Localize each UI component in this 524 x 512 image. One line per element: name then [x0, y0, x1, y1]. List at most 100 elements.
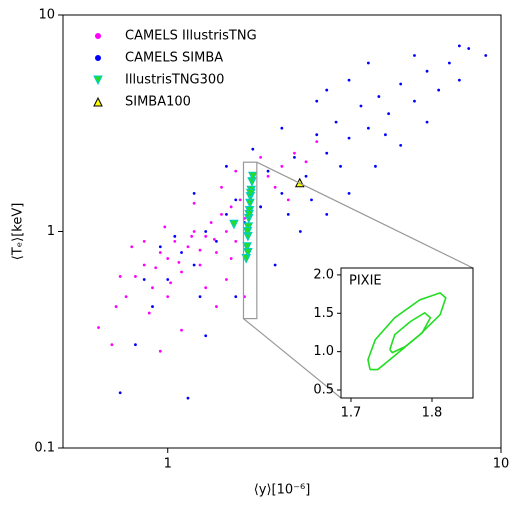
data-point — [130, 245, 134, 249]
data-point — [158, 349, 162, 353]
data-point — [366, 61, 370, 65]
zoom-connector — [256, 161, 474, 269]
data-point — [220, 212, 223, 216]
data-point — [374, 164, 377, 168]
data-point — [304, 174, 308, 178]
data-point — [315, 99, 319, 103]
data-point — [215, 240, 218, 243]
x-tick-label: 1 — [164, 457, 172, 472]
data-point — [280, 191, 284, 195]
data-point — [229, 205, 233, 209]
data-point — [192, 201, 196, 205]
data-point — [234, 240, 238, 243]
data-point — [315, 140, 319, 144]
data-point — [192, 230, 196, 233]
data-point — [209, 221, 213, 224]
inset-y-tick-label: 0.5 — [313, 383, 334, 398]
data-point — [118, 275, 122, 278]
inset-y-tick-label: 1.5 — [313, 306, 334, 321]
data-point — [114, 305, 118, 308]
x-axis-label: ⟨y⟩[10⁻⁶] — [254, 483, 311, 498]
data-point — [190, 234, 194, 238]
data-point — [413, 54, 416, 57]
data-point — [387, 112, 391, 116]
legend-label: CAMELS IllustrisTNG — [125, 29, 257, 44]
data-point — [245, 188, 256, 199]
data-point — [304, 160, 308, 164]
data-point — [110, 343, 114, 347]
data-point — [347, 78, 351, 82]
data-point — [142, 278, 146, 281]
data-point — [447, 61, 451, 65]
data-point — [242, 242, 252, 252]
legend-marker — [93, 96, 103, 107]
data-point — [173, 240, 177, 243]
data-point — [198, 248, 202, 252]
data-point — [347, 136, 351, 140]
data-point — [286, 198, 290, 202]
data-point — [399, 143, 403, 147]
y-axis-label: ⟨Tₑ⟩[keV] — [11, 203, 26, 261]
inset-x-tick-label: 1.8 — [422, 406, 443, 421]
data-point — [273, 263, 277, 267]
data-point — [366, 126, 370, 130]
data-point — [192, 191, 196, 195]
legend-marker — [95, 55, 101, 61]
data-point — [457, 44, 461, 48]
data-point — [147, 311, 151, 315]
data-point — [238, 198, 242, 202]
data-point — [437, 88, 441, 92]
data-point — [204, 234, 208, 238]
data-point — [180, 251, 183, 254]
data-point — [234, 169, 238, 173]
data-point — [259, 155, 263, 159]
data-point — [186, 245, 190, 249]
data-point — [229, 219, 239, 230]
data-point — [244, 209, 254, 220]
data-point — [158, 251, 162, 254]
inset-title: PIXIE — [349, 274, 382, 289]
zoom-connector — [243, 318, 342, 399]
data-point — [163, 225, 167, 229]
data-point — [339, 164, 342, 168]
data-point — [484, 54, 488, 57]
data-point — [359, 104, 363, 108]
data-point — [293, 151, 296, 155]
data-point — [243, 247, 253, 258]
data-point — [234, 295, 238, 299]
data-point — [229, 257, 233, 260]
inset-y-tick-label: 2.0 — [313, 267, 334, 282]
data-point — [251, 147, 255, 151]
data-point — [225, 164, 228, 168]
zoom-box — [242, 161, 258, 320]
data-point — [425, 120, 429, 124]
data-point — [166, 295, 170, 299]
data-point — [198, 263, 202, 267]
contour — [389, 311, 432, 354]
data-point — [467, 47, 471, 50]
data-point — [286, 212, 290, 216]
data-point — [166, 278, 170, 281]
data-point — [173, 234, 177, 238]
data-point — [225, 230, 228, 233]
data-point — [413, 99, 416, 103]
data-point — [215, 305, 218, 308]
data-point — [97, 326, 100, 329]
data-point — [247, 171, 258, 182]
y-tick-label: 0.1 — [34, 441, 55, 456]
y-tick-label: 10 — [38, 8, 55, 23]
data-point — [334, 120, 338, 124]
data-point — [384, 133, 387, 137]
data-point — [377, 95, 381, 98]
data-point — [180, 270, 183, 274]
data-point — [325, 212, 329, 216]
plot-frame — [62, 14, 502, 449]
data-point — [169, 281, 172, 285]
data-point — [310, 198, 313, 202]
inset-y-tick-label: 1.0 — [313, 344, 334, 359]
data-point — [293, 155, 296, 159]
data-point — [220, 185, 223, 189]
data-point — [225, 212, 228, 216]
